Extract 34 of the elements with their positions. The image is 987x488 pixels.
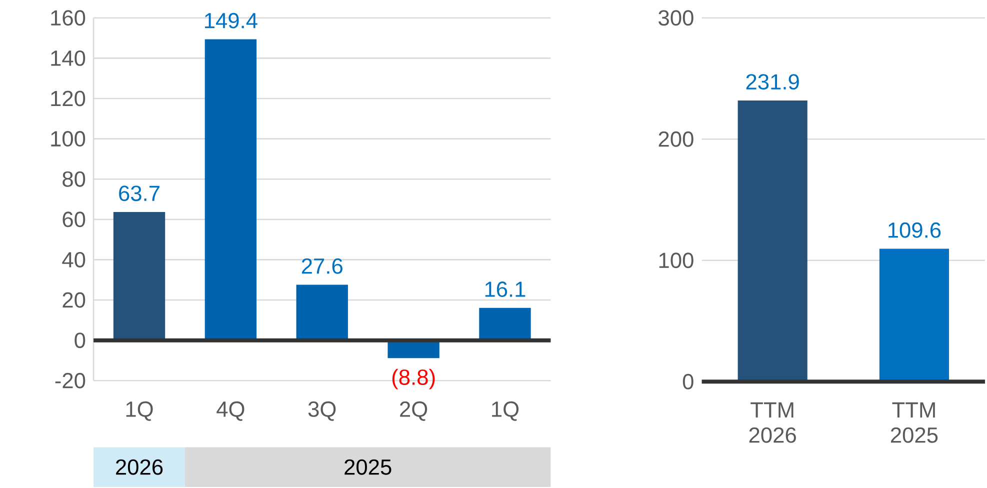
data-label: 27.6 xyxy=(302,258,342,274)
x-tick-label: 3Q xyxy=(308,401,336,421)
y-tick-label: 20 xyxy=(62,292,86,308)
y-tick-label: 100 xyxy=(659,252,694,268)
text: 2026 xyxy=(116,459,163,475)
x-tick-label: 1Q xyxy=(126,401,153,421)
y-tick-label: 0 xyxy=(682,374,694,390)
y-tick-label: 0 xyxy=(74,332,86,348)
bar xyxy=(296,284,348,340)
x-tick-label: TTM 2025 xyxy=(890,402,938,443)
data-label: 109.6 xyxy=(888,222,941,238)
x-tick-label: 1Q xyxy=(492,401,519,421)
y-tick-label: 40 xyxy=(62,252,86,268)
data-label: 63.7 xyxy=(119,186,160,202)
y-tick-label: -20 xyxy=(55,372,86,388)
y-tick-label: 160 xyxy=(51,10,86,26)
x-tick-label: TTM 2026 xyxy=(749,402,796,443)
y-tick-label: 100 xyxy=(51,131,86,147)
bar xyxy=(113,212,166,340)
y-tick-label: 120 xyxy=(51,90,86,106)
data-label: (8.8) xyxy=(392,368,435,390)
bar xyxy=(204,39,257,340)
y-tick-label: 300 xyxy=(658,10,694,26)
data-label: 231.9 xyxy=(746,74,799,90)
y-tick-label: 60 xyxy=(62,212,86,228)
x-tick-label: 2Q xyxy=(400,401,428,421)
x-tick-label: 4Q xyxy=(216,401,244,421)
bar xyxy=(479,308,531,340)
data-label: 16.1 xyxy=(485,282,526,298)
y-tick-label: 140 xyxy=(51,50,86,66)
text: 2025 xyxy=(344,459,392,475)
y-tick-label: 200 xyxy=(658,131,694,147)
data-label: 149.4 xyxy=(204,12,258,28)
y-tick-label: 80 xyxy=(62,171,86,187)
